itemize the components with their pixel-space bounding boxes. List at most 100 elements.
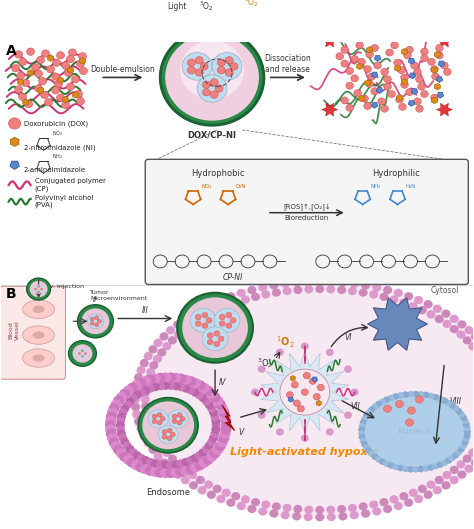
Circle shape [394,502,403,510]
Circle shape [66,83,74,90]
Circle shape [341,97,348,104]
Circle shape [144,375,153,383]
Circle shape [90,317,94,321]
Circle shape [142,409,151,417]
Circle shape [197,75,227,102]
Polygon shape [67,67,73,74]
Circle shape [416,76,423,83]
Circle shape [174,331,183,339]
Circle shape [210,91,218,98]
Circle shape [90,322,94,325]
Circle shape [191,388,200,397]
Circle shape [205,400,214,409]
Circle shape [397,392,404,398]
Circle shape [457,320,466,329]
Polygon shape [47,55,54,61]
Circle shape [217,404,228,414]
Circle shape [444,68,451,76]
Text: A: A [6,44,17,58]
Circle shape [310,378,316,384]
Circle shape [52,73,60,80]
Circle shape [431,94,438,101]
Circle shape [87,314,103,329]
Circle shape [465,464,474,473]
Circle shape [202,327,228,351]
Circle shape [133,451,142,460]
Circle shape [348,504,357,512]
Circle shape [72,76,80,83]
Circle shape [106,428,117,439]
Circle shape [200,63,208,70]
Circle shape [162,435,167,439]
Circle shape [360,419,367,426]
Text: Polyvinyl alcohol
(PVA): Polyvinyl alcohol (PVA) [35,195,93,208]
Circle shape [455,408,462,414]
Circle shape [160,468,171,478]
Circle shape [435,476,444,484]
Circle shape [304,513,313,521]
Circle shape [388,90,395,97]
Circle shape [258,284,267,291]
Circle shape [131,388,140,396]
Circle shape [191,454,200,462]
Circle shape [181,315,190,323]
Circle shape [315,513,324,522]
Circle shape [354,89,362,97]
Circle shape [361,416,368,422]
Circle shape [202,81,210,88]
Circle shape [129,394,138,402]
Circle shape [172,382,181,390]
Polygon shape [394,65,401,71]
Circle shape [217,495,226,503]
Circle shape [144,416,153,424]
Circle shape [53,59,61,66]
Circle shape [116,421,125,430]
Circle shape [203,386,214,396]
Circle shape [414,68,421,76]
Circle shape [116,417,125,425]
Circle shape [360,437,367,444]
Circle shape [160,459,168,467]
Circle shape [468,449,474,457]
Circle shape [146,385,155,393]
Circle shape [161,381,170,390]
Polygon shape [436,77,443,83]
Circle shape [181,466,190,474]
Circle shape [350,280,359,288]
Circle shape [441,397,448,404]
Text: H₂N: H₂N [405,184,416,189]
Polygon shape [63,96,69,103]
Circle shape [442,471,451,479]
Circle shape [84,352,87,355]
Circle shape [140,464,151,475]
Circle shape [365,409,373,416]
Circle shape [215,399,226,409]
Circle shape [463,336,472,344]
Circle shape [141,386,150,395]
Circle shape [202,323,208,329]
Circle shape [42,50,50,57]
Circle shape [151,383,160,391]
Circle shape [369,290,378,298]
Polygon shape [10,161,19,169]
Circle shape [372,404,378,410]
Circle shape [171,373,182,383]
Circle shape [401,74,408,81]
Circle shape [163,449,171,457]
Circle shape [361,509,370,518]
Circle shape [12,65,19,72]
Circle shape [231,298,240,307]
Circle shape [390,495,399,504]
Circle shape [379,459,386,465]
Circle shape [127,383,137,393]
Circle shape [188,59,195,66]
Circle shape [157,413,162,417]
Circle shape [222,489,231,497]
Circle shape [380,498,389,506]
Circle shape [150,373,161,384]
Circle shape [195,57,203,64]
Circle shape [462,418,469,424]
Circle shape [195,451,204,460]
Text: [ROS]↑,[O₂]↓: [ROS]↑,[O₂]↓ [283,203,331,210]
Circle shape [317,384,324,391]
